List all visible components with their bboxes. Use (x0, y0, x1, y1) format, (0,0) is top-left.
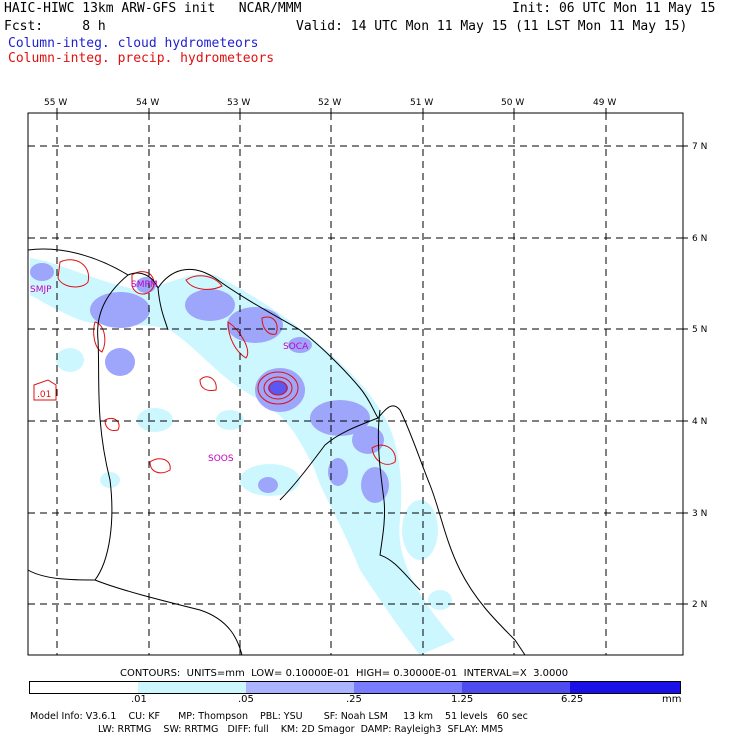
map-frame (27, 112, 684, 656)
header-valid: Valid: 14 UTC Mon 11 May 15 (11 LST Mon … (296, 19, 688, 34)
colorbar-bin-5 (570, 682, 680, 693)
colorbar-tick-4: 6.25 (561, 694, 584, 705)
cloud-field-dark (268, 381, 288, 395)
model-info-line1: Model Info: V3.6.1 CU: KF MP: Thompson P… (30, 711, 528, 722)
station-soos: SOOS (208, 454, 234, 464)
lat-label-7n: 7 N (692, 142, 707, 152)
station-smpm: SMPM (131, 280, 158, 290)
lon-label-51w: 51 W (410, 98, 433, 108)
legend-precip: Column-integ. precip. hydrometeors (8, 51, 275, 66)
lon-label-53w: 53 W (227, 98, 250, 108)
contour-value-label: .01 (37, 390, 51, 400)
colorbar-tick-1: .05 (238, 694, 254, 705)
colorbar-tick-0: .01 (131, 694, 147, 705)
lon-label-52w: 52 W (318, 98, 341, 108)
colorbar-bin-1 (138, 682, 246, 693)
precip-contours (33, 259, 396, 474)
model-info-line2: LW: RRTMG SW: RRTMG DIFF: full KM: 2D Sm… (98, 724, 504, 735)
lat-label-3n: 3 N (692, 509, 707, 519)
cloud-field-medium (30, 263, 389, 503)
colorbar (29, 681, 681, 694)
colorbar-bin-0 (30, 682, 138, 693)
header-title: HAIC-HIWC 13km ARW-GFS init NCAR/MMM (4, 1, 302, 16)
lon-label-50w: 50 W (501, 98, 524, 108)
lon-label-54w: 54 W (136, 98, 159, 108)
coastline (27, 248, 526, 656)
colorbar-bin-3 (354, 682, 462, 693)
colorbar-tick-3: 1.25 (451, 694, 474, 705)
header-forecast: Fcst: 8 h (4, 19, 106, 34)
station-soca: SOCA (283, 342, 309, 352)
colorbar-bin-2 (246, 682, 354, 693)
colorbar-tick-2: .25 (346, 694, 362, 705)
legend-cloud: Column-integ. cloud hydrometeors (8, 36, 259, 51)
lon-label-49w: 49 W (593, 98, 616, 108)
colorbar-bin-4 (462, 682, 570, 693)
colorbar-unit: mm (662, 694, 682, 705)
lat-label-2n: 2 N (692, 600, 707, 610)
lat-label-4n: 4 N (692, 417, 707, 427)
station-smjp: SMJP (30, 285, 52, 295)
lat-label-5n: 5 N (692, 325, 707, 335)
header-init: Init: 06 UTC Mon 11 May 15 (512, 1, 716, 16)
axis-ticks (56, 108, 688, 605)
contours-info: CONTOURS: UNITS=mm LOW= 0.10000E-01 HIGH… (120, 668, 569, 679)
graticule (28, 113, 683, 655)
lon-label-55w: 55 W (44, 98, 67, 108)
lat-label-6n: 6 N (692, 234, 707, 244)
